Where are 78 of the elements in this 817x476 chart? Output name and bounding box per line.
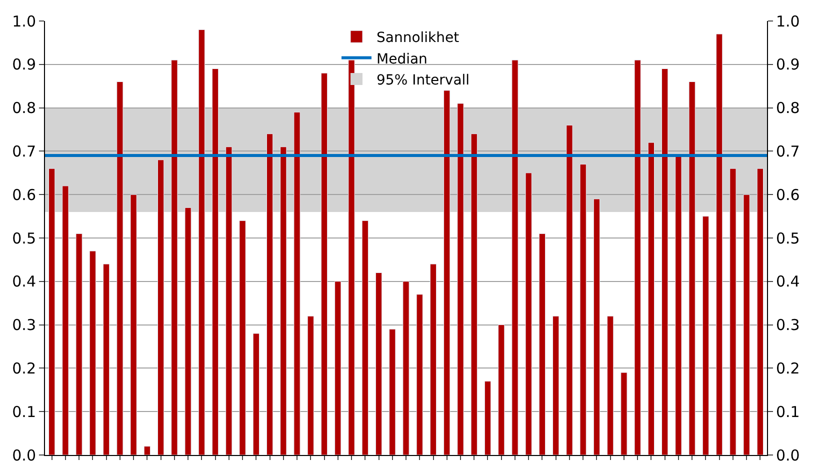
y-tick-label: 0.2 — [12, 359, 36, 378]
bar — [620, 372, 628, 455]
bar — [226, 146, 232, 455]
bar — [634, 60, 641, 455]
bar — [362, 220, 368, 455]
bar — [252, 333, 260, 455]
y2-tick-label: 0.3 — [776, 316, 800, 334]
bar — [157, 160, 164, 455]
bar — [416, 294, 423, 455]
bar — [512, 60, 518, 455]
y-tick-label: 0.6 — [12, 186, 36, 204]
y-tick-label: 0.3 — [12, 316, 36, 334]
bar — [702, 216, 710, 455]
bar — [171, 60, 178, 455]
bar — [102, 264, 110, 455]
bar — [566, 124, 573, 455]
bar — [212, 68, 219, 455]
bar — [525, 172, 532, 455]
bar — [62, 186, 69, 455]
bar — [89, 250, 96, 455]
bar — [743, 194, 750, 455]
bar — [470, 134, 478, 455]
bar — [48, 168, 56, 455]
bar — [198, 29, 205, 455]
y2-tick-label: 0.2 — [776, 359, 800, 378]
bar — [444, 90, 450, 455]
bar — [756, 168, 764, 455]
bar — [648, 142, 655, 455]
bar — [688, 82, 696, 455]
y2-tick-label: 0.0 — [776, 446, 800, 464]
y-tick-label: 0.0 — [12, 446, 36, 464]
bar — [280, 146, 287, 455]
y2-tick-label: 0.7 — [776, 142, 800, 160]
bar — [675, 155, 682, 455]
y-tick-label: 0.5 — [12, 229, 36, 248]
y-tick-label: 1.0 — [12, 12, 36, 30]
bar — [294, 112, 300, 455]
bar — [144, 446, 150, 455]
bar — [593, 198, 600, 455]
bar — [457, 103, 464, 455]
y2-tick-label: 0.8 — [776, 99, 800, 118]
legend-label: Median — [376, 51, 428, 68]
bar — [484, 380, 492, 455]
y2-tick-label: 0.4 — [776, 272, 800, 291]
bar — [498, 324, 505, 455]
bar — [320, 72, 328, 455]
legend-label: 95% Intervall — [376, 72, 470, 88]
y-tick-label: 0.1 — [12, 402, 36, 421]
bar — [730, 168, 736, 455]
bar — [307, 316, 314, 455]
bar — [375, 272, 382, 455]
bar — [116, 82, 124, 455]
y-tick-label: 0.9 — [12, 56, 36, 74]
y-tick-label: 0.8 — [12, 99, 36, 118]
bar — [239, 220, 246, 455]
y-tick-label: 0.7 — [12, 142, 36, 160]
bar — [76, 233, 82, 455]
bar — [130, 194, 137, 455]
bar — [402, 281, 410, 455]
legend-label: Sannolikhet — [376, 30, 460, 46]
bar — [348, 60, 355, 455]
bar — [716, 34, 723, 455]
bar — [538, 233, 546, 455]
bar — [184, 207, 192, 455]
bar — [430, 264, 437, 455]
y2-tick-label: 0.9 — [776, 56, 800, 74]
bar — [389, 328, 396, 455]
bar — [662, 68, 668, 455]
bar — [266, 134, 274, 455]
bar — [552, 316, 560, 455]
y-tick-label: 0.4 — [12, 272, 36, 291]
y2-tick-label: 1.0 — [776, 12, 800, 30]
bar — [334, 281, 342, 455]
bar — [580, 164, 586, 455]
bar — [607, 316, 614, 455]
y2-tick-label: 0.1 — [776, 402, 800, 421]
y2-tick-label: 0.6 — [776, 186, 800, 204]
y2-tick-label: 0.5 — [776, 229, 800, 248]
